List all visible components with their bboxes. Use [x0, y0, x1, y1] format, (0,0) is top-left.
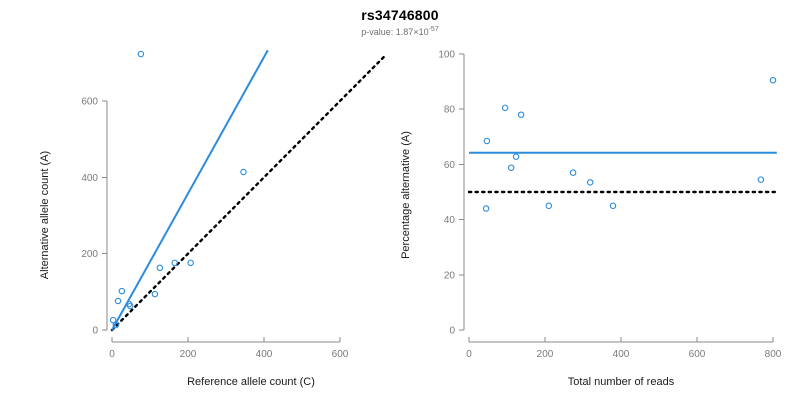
- data-point: [586, 179, 594, 186]
- data-point: [482, 205, 490, 212]
- data-point: [112, 321, 120, 329]
- y-tick-label: 600: [81, 97, 98, 108]
- x-axis-right: 0 200 400 600 800: [466, 337, 782, 360]
- x-tick-label: 400: [613, 349, 630, 360]
- x-axis-left: 0 200 400 600: [109, 337, 349, 360]
- x-tick-label: 800: [765, 349, 782, 360]
- x-axis-title: Reference allele count (C): [187, 376, 315, 388]
- y-tick-label: 40: [444, 215, 456, 226]
- data-point: [507, 164, 515, 171]
- data-point: [156, 264, 164, 272]
- y-tick-label: 0: [92, 326, 98, 337]
- y-tick-label: 20: [444, 270, 456, 281]
- data-point: [545, 202, 553, 210]
- y-tick-label: 60: [444, 160, 456, 171]
- plot-area-right: [467, 76, 778, 212]
- y-tick-label: 100: [438, 50, 455, 61]
- fit-line: [111, 49, 269, 331]
- data-point: [187, 259, 194, 267]
- x-tick-label: 400: [256, 349, 273, 360]
- scatter-plot-right: 0 20 40 60 80 100 0 200 400 600 800 Percentage alte…: [400, 50, 782, 389]
- y-axis-title: Alternative allele count (A): [39, 151, 51, 279]
- data-point: [769, 76, 777, 84]
- data-point: [171, 259, 178, 267]
- data-point: [483, 137, 491, 145]
- x-tick-label: 200: [537, 349, 554, 360]
- data-point: [609, 202, 617, 210]
- x-tick-label: 0: [109, 349, 115, 360]
- scatter-plot-left: 0 200 400 600 0 200 400 600 Alternative allele c…: [39, 49, 388, 388]
- data-point: [517, 111, 525, 118]
- x-axis-title: Total number of reads: [568, 376, 675, 388]
- data-point: [126, 302, 134, 310]
- data-point: [151, 290, 159, 298]
- y-axis-title: Percentage alternative (A): [400, 131, 412, 259]
- y-axis-right: 0 20 40 60 80 100: [438, 50, 465, 337]
- plot-area-left: [109, 49, 388, 332]
- y-tick-label: 0: [449, 326, 455, 337]
- data-point: [109, 316, 117, 324]
- data-point: [118, 287, 126, 295]
- data-point: [501, 104, 509, 112]
- x-tick-label: 600: [332, 349, 349, 360]
- data-point: [757, 176, 765, 183]
- x-tick-label: 200: [180, 349, 197, 360]
- data-point: [512, 153, 520, 160]
- x-tick-label: 0: [466, 349, 472, 360]
- y-tick-label: 80: [444, 105, 456, 116]
- data-point: [137, 50, 145, 58]
- reference-line: [110, 53, 388, 332]
- data-point: [114, 297, 122, 305]
- y-tick-label: 400: [81, 173, 98, 184]
- data-point: [240, 168, 247, 176]
- y-tick-label: 200: [81, 249, 98, 260]
- data-point: [569, 169, 577, 176]
- y-axis-left: 0 200 400 600: [81, 97, 108, 337]
- x-tick-label: 600: [689, 349, 706, 360]
